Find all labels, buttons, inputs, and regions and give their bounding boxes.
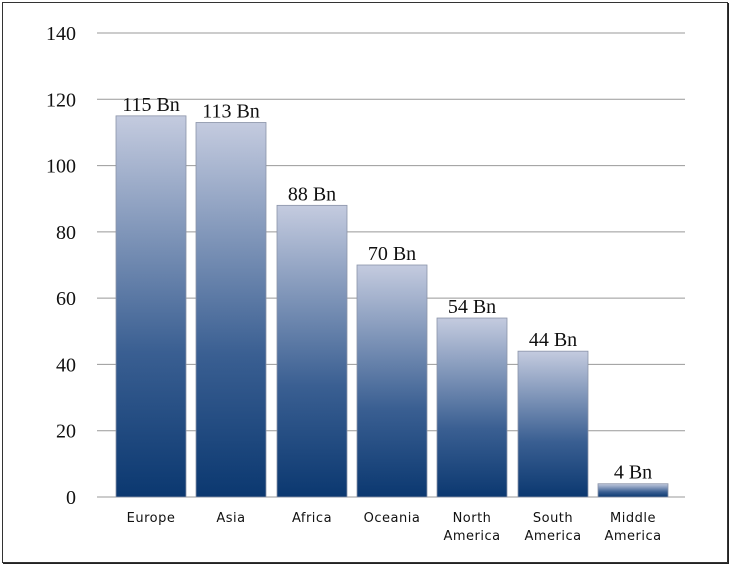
y-axis: 0 20 40 60 80 100 120 140 [46, 23, 76, 509]
data-label: 88 Bn [288, 183, 336, 205]
data-label: 113 Bn [202, 100, 260, 122]
data-labels: 115 Bn 113 Bn 88 Bn 70 Bn 54 Bn 44 Bn 4 Bn [122, 94, 652, 484]
data-label: 44 Bn [529, 329, 577, 351]
x-tick-label: South [533, 511, 573, 526]
x-axis: Europe Asia Africa Oceania North America South… [127, 511, 661, 544]
bar [436, 317, 508, 498]
bar [276, 204, 348, 498]
x-tick-label: North [453, 511, 492, 526]
y-tick-label: 80 [56, 222, 76, 244]
bar [115, 115, 187, 498]
data-label: 70 Bn [368, 243, 416, 265]
x-tick-label: America [524, 529, 581, 544]
x-tick-label: America [443, 529, 500, 544]
y-tick-label: 120 [46, 89, 76, 111]
y-tick-label: 100 [46, 156, 76, 178]
x-tick-label: Oceania [364, 511, 421, 526]
data-label: 54 Bn [448, 296, 496, 318]
y-tick-label: 60 [56, 288, 76, 310]
x-tick-label: Africa [292, 511, 332, 526]
data-label: 4 Bn [614, 462, 652, 484]
data-label: 115 Bn [122, 94, 180, 116]
x-tick-label: Middle [610, 511, 656, 526]
y-tick-label: 0 [66, 487, 76, 509]
y-tick-label: 40 [56, 354, 76, 376]
bar [517, 350, 589, 498]
x-tick-label: Europe [127, 511, 176, 526]
bar [195, 122, 267, 498]
x-tick-label: America [604, 529, 661, 544]
bar [597, 483, 669, 498]
bars [115, 115, 669, 498]
y-tick-label: 20 [56, 421, 76, 443]
bar [356, 264, 428, 498]
x-tick-label: Asia [216, 511, 245, 526]
y-tick-label: 140 [46, 23, 76, 45]
